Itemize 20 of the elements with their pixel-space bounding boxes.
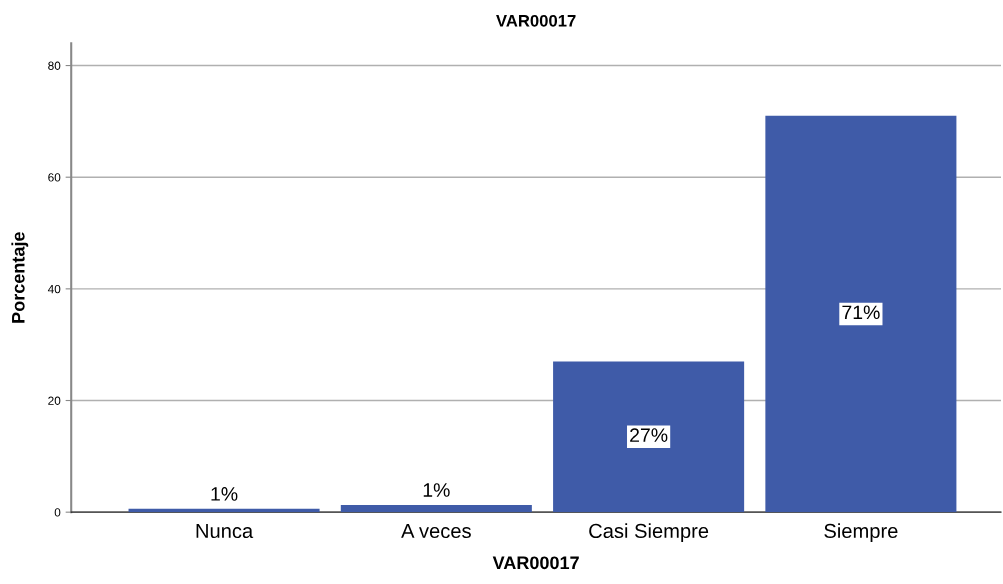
x-tick-label: A veces bbox=[401, 524, 471, 539]
x-axis-title: VAR00017 bbox=[492, 556, 579, 570]
y-axis-title: Porcentaje bbox=[11, 232, 29, 323]
bar bbox=[340, 504, 532, 513]
y-tick-label: 80 bbox=[48, 61, 61, 70]
y-tick-label: 0 bbox=[54, 508, 61, 517]
data-label: 71% bbox=[842, 305, 880, 320]
x-tick-label: Casi Siempre bbox=[589, 523, 709, 543]
x-tick-label: Nunca bbox=[196, 524, 254, 539]
bar bbox=[128, 508, 320, 513]
bar bbox=[553, 361, 745, 513]
data-label: 1% bbox=[423, 483, 450, 497]
bar bbox=[765, 115, 957, 513]
y-tick-label: 40 bbox=[47, 284, 61, 294]
x-tick-label: Siempre bbox=[824, 523, 898, 543]
y-tick-label: 60 bbox=[48, 173, 61, 182]
data-label: 1% bbox=[211, 487, 238, 501]
data-label: 27% bbox=[630, 428, 668, 442]
chart-title: VAR00017 bbox=[496, 14, 576, 27]
y-tick-label: 20 bbox=[48, 396, 61, 405]
